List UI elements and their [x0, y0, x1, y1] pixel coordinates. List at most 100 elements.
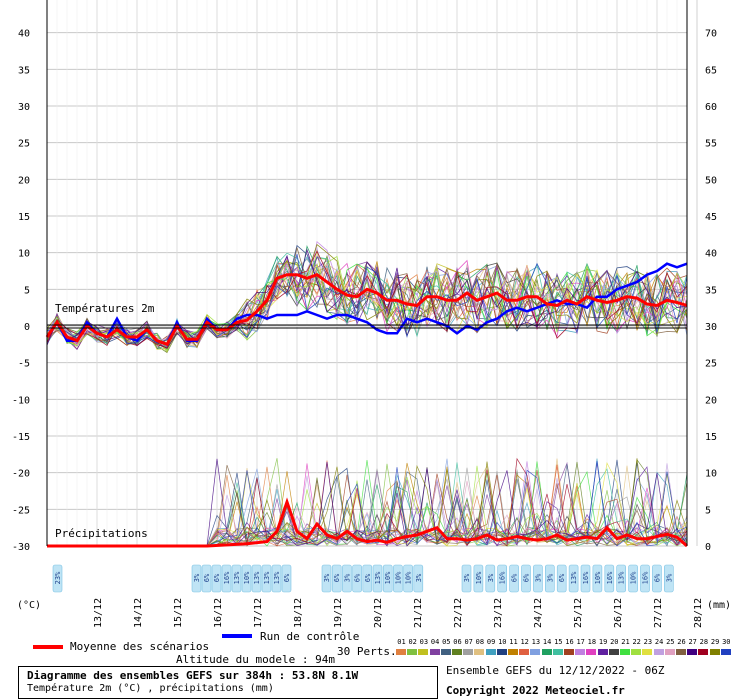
pert-legend-item: 18 [586, 638, 597, 658]
pert-legend-number: 23 [643, 638, 653, 646]
snow-badge [52, 564, 63, 593]
left-axis-unit: (°C) [17, 600, 42, 611]
pert-legend-number: 09 [486, 638, 496, 646]
pert-legend-item: 22 [631, 638, 642, 658]
snow-code-label: 10% [243, 571, 251, 584]
snow-badge [241, 564, 252, 593]
snow-code-label: 3% [534, 573, 542, 582]
left-tick-label: 0 [24, 322, 30, 333]
pert-legend-item: 28 [698, 638, 709, 658]
pert-legend-number: 22 [632, 638, 641, 646]
snow-code-label: 13% [233, 571, 241, 584]
snow-code-label: 6% [558, 573, 566, 582]
pert-color-legend: 01 02 03 04 05 06 07 08 09 10 11 12 13 14 15 16 17 18 19 20… [396, 638, 732, 658]
pert-legend-swatch [440, 649, 451, 655]
snow-code-label: 6% [653, 573, 661, 582]
snow-badge [321, 564, 332, 593]
right-tick-label: 30 [705, 322, 717, 333]
snow-badge [362, 564, 373, 593]
pert-legend-item: 29 [709, 638, 721, 658]
snow-badge [221, 564, 232, 593]
pert-legend-item: 17 [575, 638, 586, 658]
pert-legend-number: 16 [565, 638, 574, 646]
right-tick-label: 20 [705, 395, 717, 406]
snow-badge [592, 564, 603, 593]
snow-badge [628, 564, 638, 593]
left-tick-label: 25 [18, 139, 30, 150]
pert-legend-number: 04 [430, 638, 440, 646]
pert-legend-number: 15 [554, 638, 563, 646]
snow-code-label: 16% [223, 571, 231, 584]
left-tick-label: -25 [12, 505, 30, 516]
pert-legend-number: 03 [419, 638, 429, 646]
pert-legend-swatch [541, 649, 552, 655]
snow-badge [473, 564, 484, 593]
pert-legend-swatch [463, 649, 474, 655]
snow-code-label: 3% [193, 573, 201, 582]
snow-code-label: 13% [618, 571, 626, 584]
pert-legend-number: 18 [587, 638, 597, 646]
pert-legend-number: 05 [442, 638, 451, 646]
pert-legend-swatch [653, 649, 664, 655]
pert-legend-number: 08 [475, 638, 485, 646]
pert-legend-swatch [429, 649, 440, 655]
snow-code-label: 10% [394, 571, 402, 584]
snow-code-label: 16% [642, 571, 650, 584]
x-date-label: 28/12 [693, 598, 704, 628]
snow-code-label: 6% [354, 573, 362, 582]
altitude-text: Altitude du modele : 94m [176, 653, 335, 666]
snow-badge [413, 564, 424, 593]
pert-legend-item: 19 [597, 638, 609, 658]
snow-code-label: 6% [283, 573, 291, 582]
right-tick-label: 55 [705, 139, 717, 150]
chart-axes: 45754070356530602555205015451040535030-5… [12, 0, 717, 628]
pert-legend-swatch [508, 649, 518, 655]
pert-legend-swatch [564, 649, 574, 655]
legend-control-swatch [222, 634, 252, 638]
snow-code-label: 3% [343, 573, 351, 582]
pert-legend-number: 20 [610, 638, 619, 646]
pert-legend-number: 01 [397, 638, 406, 646]
right-tick-label: 45 [705, 212, 717, 223]
left-tick-label: 45 [18, 0, 30, 3]
x-date-label: 22/12 [453, 598, 464, 628]
left-tick-label: 10 [18, 249, 30, 260]
snow-badge [497, 564, 508, 593]
snow-code-label: 13% [253, 571, 261, 584]
right-tick-label: 25 [705, 359, 717, 370]
snow-badge [382, 564, 393, 593]
pert-legend-swatch [698, 649, 709, 655]
pert-legend-item: 25 [664, 638, 676, 658]
x-date-label: 24/12 [533, 598, 544, 628]
snow-badge [191, 564, 202, 593]
snow-badge [211, 564, 222, 593]
pert-legend-swatch [687, 649, 698, 655]
left-tick-label: 5 [24, 285, 30, 296]
pert-legend-number: 29 [710, 638, 720, 646]
snow-badge [568, 564, 579, 593]
snow-badge [509, 564, 519, 593]
pert-legend-swatch [620, 649, 630, 655]
pert-legend-item: 23 [642, 638, 653, 658]
pert-legend-swatch [552, 649, 563, 655]
snow-code-label: 6% [523, 573, 531, 582]
pert-legend-number: 26 [677, 638, 686, 646]
snow-code-label: 13% [570, 571, 578, 584]
pert-legend-item: 04 [429, 638, 441, 658]
x-date-label: 26/12 [613, 598, 624, 628]
pert-legend-item: 26 [676, 638, 687, 658]
x-date-label: 15/12 [173, 598, 184, 628]
snow-badge [616, 564, 627, 593]
legend-control-label: Run de contrôle [260, 630, 360, 643]
pert-legend-number: 27 [688, 638, 697, 646]
x-date-label: 14/12 [133, 598, 144, 628]
pert-legend-swatch [530, 649, 541, 655]
mean-temp-line [45, 273, 688, 347]
snow-code-label: 3% [546, 573, 554, 582]
pert-legend-swatch [452, 649, 462, 655]
right-tick-label: 60 [705, 102, 717, 113]
left-tick-label: -5 [18, 359, 30, 370]
left-tick-label: -10 [12, 395, 30, 406]
x-date-label: 18/12 [293, 598, 304, 628]
pert-legend-item: 15 [552, 638, 564, 658]
